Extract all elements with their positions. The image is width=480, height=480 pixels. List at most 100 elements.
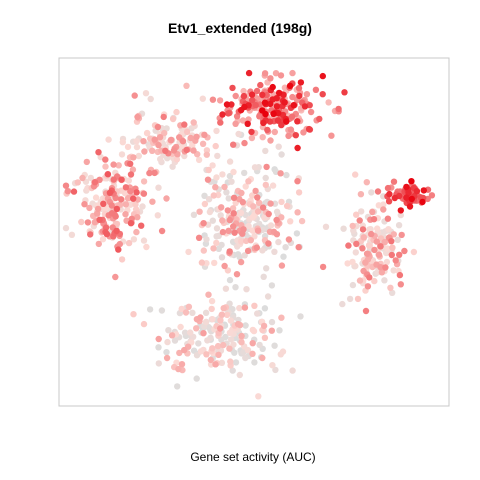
data-point [287,126,295,133]
data-point [352,249,359,256]
data-point [241,103,248,111]
data-point [341,89,348,96]
data-point [249,350,256,357]
data-point [261,334,269,341]
data-point [174,383,181,390]
data-point [102,163,109,170]
data-point [273,208,281,215]
data-point [362,307,370,315]
data-point [237,209,245,217]
data-point [389,244,396,251]
data-point [375,251,383,258]
data-point [335,105,342,113]
data-point [205,196,213,203]
data-point [231,349,238,356]
data-point [285,132,292,140]
data-point [142,90,150,97]
data-point [207,356,214,364]
data-point [401,247,408,255]
data-point [124,143,132,151]
data-point [251,164,259,171]
data-point [183,146,190,154]
data-point [84,219,92,226]
data-point [275,109,282,117]
data-point [410,248,418,256]
data-point [281,99,288,106]
data-point [390,231,397,238]
data-point [181,329,189,336]
data-point [233,271,241,278]
data-point [252,102,259,109]
data-point [244,120,251,128]
data-point [162,147,169,154]
data-point [238,189,245,197]
data-point [419,198,426,206]
data-point [147,95,154,103]
data-point [95,149,102,156]
data-point [346,295,354,303]
data-point [269,83,276,91]
data-point [218,311,226,318]
data-point [219,228,227,236]
data-point [286,82,294,90]
data-point [210,245,217,252]
data-point [390,178,398,185]
data-point [385,198,393,205]
data-point [218,241,225,249]
data-point [383,258,391,266]
data-point [256,113,263,120]
data-point [190,147,197,154]
data-point [83,158,91,166]
data-point [169,115,177,123]
data-point [173,156,181,163]
data-point [295,189,303,196]
data-point [267,100,274,108]
data-point [294,118,301,125]
data-point [359,245,366,252]
data-point [220,305,227,312]
data-point [209,316,216,323]
data-point [296,92,303,100]
data-point [226,345,233,352]
data-point [374,188,382,195]
data-point [235,130,242,138]
data-point [141,148,148,155]
data-point [161,129,168,137]
data-point [219,171,226,178]
data-point [115,246,122,253]
data-point [238,339,245,346]
data-point [251,302,258,309]
data-point [104,171,112,178]
data-point [247,237,254,244]
data-point [260,119,267,127]
data-point [271,248,278,255]
data-point [241,139,248,147]
data-point [382,264,389,271]
data-point [396,271,404,279]
data-point [200,330,207,337]
data-point [370,216,378,223]
data-point [389,289,396,296]
data-point [221,183,228,191]
data-point [212,361,219,368]
data-point [295,244,302,251]
data-point [241,304,249,311]
data-point [218,204,225,211]
data-point [283,118,290,125]
data-point [119,139,127,146]
data-point [316,115,323,123]
data-point [230,141,237,148]
data-point [363,179,370,186]
data-point [244,346,252,354]
data-point [403,183,410,191]
data-point [366,274,373,281]
data-point [227,358,234,365]
data-point [211,259,218,267]
data-point [243,286,250,293]
data-point [345,242,352,249]
data-point [289,93,296,101]
data-point [264,293,272,300]
data-point [168,332,176,339]
data-point [384,184,392,192]
data-point [268,318,276,326]
